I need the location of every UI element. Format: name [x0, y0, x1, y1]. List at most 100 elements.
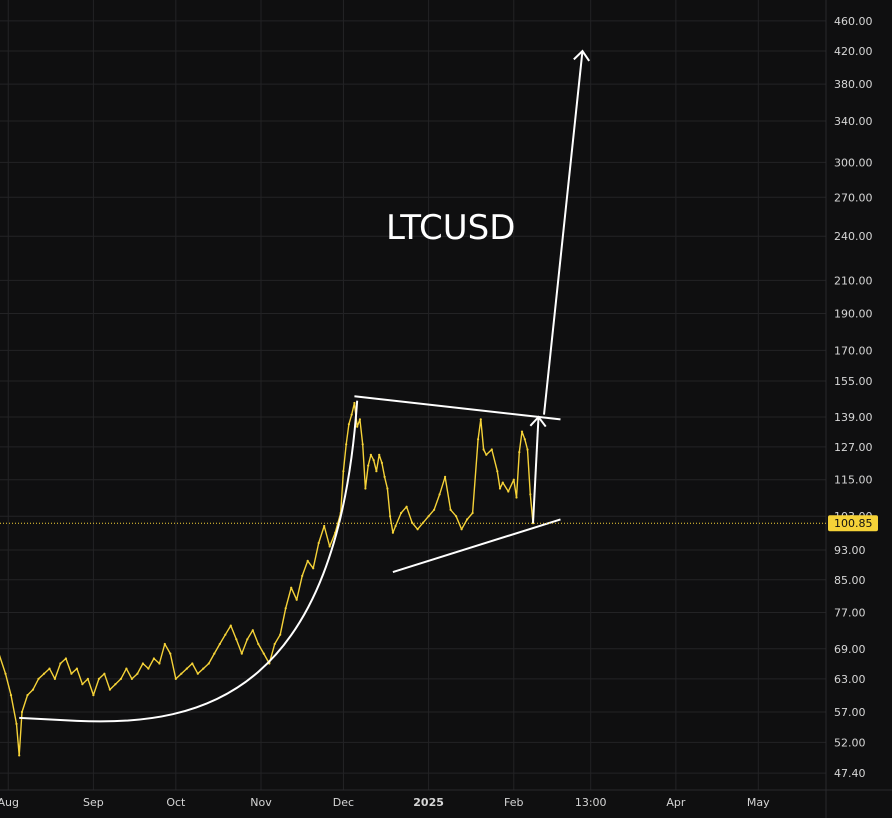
- price-point: [369, 453, 372, 456]
- price-point: [347, 423, 350, 426]
- price-point: [130, 677, 133, 681]
- price-point: [342, 470, 345, 473]
- price-point: [136, 672, 139, 675]
- price-point: [518, 451, 521, 454]
- price-point: [75, 667, 78, 670]
- price-point: [345, 443, 348, 446]
- price-point: [350, 413, 353, 416]
- x-tick-label: Apr: [666, 796, 686, 809]
- price-point: [92, 694, 95, 697]
- price-point: [4, 672, 7, 675]
- price-point: [185, 667, 188, 670]
- price-point: [433, 508, 436, 511]
- y-tick-label: 270.00: [834, 191, 873, 204]
- price-series: [0, 401, 535, 757]
- y-tick-label: 240.00: [834, 230, 873, 243]
- price-point: [9, 694, 13, 697]
- price-point: [529, 493, 532, 496]
- price-point: [391, 531, 394, 534]
- x-tick-label: Feb: [504, 796, 523, 809]
- price-point: [378, 453, 381, 456]
- price-point: [471, 511, 474, 515]
- price-point: [394, 524, 397, 528]
- y-tick-label: 155.00: [834, 375, 873, 388]
- price-point: [438, 493, 441, 496]
- price-point: [477, 438, 480, 441]
- price-point: [383, 475, 386, 478]
- price-point: [449, 508, 452, 511]
- price-point: [356, 425, 359, 428]
- y-tick-label: 170.00: [834, 344, 873, 357]
- y-tick-label: 190.00: [834, 308, 873, 321]
- price-point: [400, 511, 403, 515]
- price-point: [466, 518, 469, 521]
- price-point: [20, 710, 24, 714]
- price-point: [169, 652, 172, 655]
- price-point: [158, 662, 161, 665]
- price-point: [15, 722, 18, 726]
- price-point: [490, 448, 493, 451]
- y-axis[interactable]: 47.40 52.00 57.00 63.00 69.00 77.00 85.00 93.00…: [834, 15, 873, 780]
- y-tick-label: 57.00: [834, 706, 866, 719]
- price-point: [507, 490, 510, 493]
- price-point: [97, 677, 100, 681]
- price-point: [520, 430, 524, 433]
- price-point: [48, 667, 51, 670]
- price-point: [37, 677, 40, 681]
- price-point: [174, 677, 177, 681]
- price-point: [273, 642, 276, 646]
- target-arrow-head: [573, 49, 590, 62]
- price-point: [18, 754, 21, 757]
- y-tick-label: 85.00: [834, 574, 866, 587]
- price-point: [262, 652, 265, 655]
- y-tick-label: 210.00: [834, 274, 873, 287]
- price-point: [257, 642, 260, 646]
- y-tick-label: 300.00: [834, 156, 873, 169]
- price-point: [224, 633, 227, 636]
- price-point: [375, 470, 378, 473]
- price-point: [213, 652, 216, 655]
- current-price-label: 100.85: [834, 517, 873, 530]
- price-point: [482, 448, 485, 451]
- price-point: [240, 652, 243, 655]
- price-point: [380, 461, 383, 464]
- price-point: [479, 418, 482, 421]
- y-tick-label: 47.40: [834, 767, 866, 780]
- price-point: [361, 443, 364, 446]
- price-point: [523, 438, 526, 441]
- price-point: [251, 629, 254, 632]
- price-point: [526, 448, 529, 451]
- x-tick-label: Aug: [0, 796, 19, 809]
- price-point: [152, 657, 155, 660]
- price-point: [229, 624, 232, 627]
- price-point: [323, 524, 326, 528]
- price-point: [455, 515, 458, 518]
- y-tick-label: 52.00: [834, 736, 866, 749]
- price-point: [496, 470, 499, 473]
- price-point: [485, 453, 488, 456]
- price-point: [191, 662, 194, 665]
- y-tick-label: 420.00: [834, 45, 873, 58]
- y-tick-label: 139.00: [834, 411, 873, 424]
- x-axis[interactable]: Aug Sep Oct Nov Dec 2025 Feb 13:00 Apr May: [0, 796, 770, 809]
- price-point: [246, 638, 249, 641]
- price-point: [284, 607, 287, 610]
- price-point: [290, 586, 293, 589]
- price-point: [114, 683, 117, 686]
- price-point: [364, 487, 367, 490]
- price-point: [427, 515, 430, 518]
- cup-curve: [19, 400, 359, 723]
- price-point: [515, 496, 518, 499]
- price-point: [367, 464, 370, 467]
- lower-trendline: [392, 518, 561, 574]
- price-point: [389, 515, 392, 518]
- price-point: [416, 528, 419, 531]
- x-tick-label: Dec: [333, 796, 354, 809]
- x-tick-label: Oct: [166, 796, 186, 809]
- y-tick-label: 460.00: [834, 15, 873, 28]
- y-tick-label: 380.00: [834, 78, 873, 91]
- price-point: [358, 418, 361, 421]
- y-tick-label: 127.00: [834, 441, 873, 454]
